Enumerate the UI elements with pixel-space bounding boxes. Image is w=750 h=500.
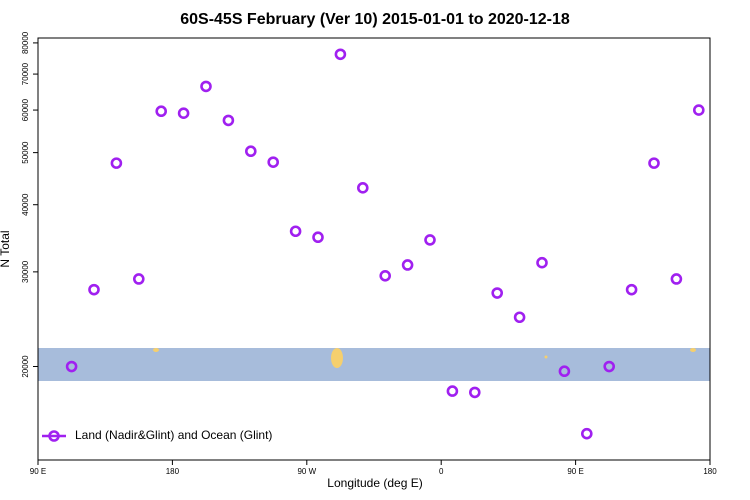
point (245, 145, 257, 158)
point (513, 311, 526, 324)
land (153, 348, 159, 352)
point (88, 283, 100, 296)
y-tick-label: 60000 (21, 98, 30, 121)
point (648, 157, 660, 169)
map-strip (38, 348, 710, 381)
point (379, 269, 392, 282)
x-tick-label: 180 (703, 467, 717, 476)
x-tick-label: 180 (166, 467, 180, 476)
x-axis-label: Longitude (deg E) (327, 476, 422, 490)
point (356, 182, 369, 194)
point (289, 225, 302, 238)
x-tick-label: 90 W (297, 467, 316, 476)
point (267, 156, 280, 168)
y-tick-label: 40000 (21, 193, 30, 216)
point (177, 107, 190, 119)
point (625, 283, 638, 296)
point (110, 157, 123, 169)
point (692, 104, 705, 116)
point (580, 427, 593, 440)
y-tick-label: 70000 (21, 62, 30, 85)
point (603, 360, 616, 373)
ocean-band (38, 348, 710, 381)
point (200, 80, 212, 93)
y-tick-label: 30000 (21, 260, 30, 283)
land (331, 348, 343, 368)
x-tick-label: 0 (439, 467, 444, 476)
y-tick-label: 80000 (21, 31, 30, 54)
point (491, 287, 504, 299)
point (424, 234, 436, 246)
land (690, 348, 696, 352)
point (468, 386, 481, 399)
x-tick-label: 90 E (30, 467, 46, 476)
point (65, 360, 78, 373)
point (133, 273, 145, 285)
plot-frame (37, 37, 711, 461)
point (670, 273, 683, 285)
point (401, 259, 414, 271)
legend-marker (48, 430, 60, 442)
point (312, 231, 324, 244)
land (544, 355, 548, 359)
point (446, 385, 459, 397)
y-axis-label: N Total (0, 230, 12, 267)
point (155, 105, 167, 118)
point (558, 365, 571, 378)
x-tick-label: 90 E (567, 467, 583, 476)
chart-title: 60S-45S February (Ver 10) 2015-01-01 to … (180, 11, 570, 28)
y-tick-label: 20000 (21, 355, 30, 378)
legend-label: Land (Nadir&Glint) and Ocean (Glint) (75, 428, 272, 442)
point (334, 48, 347, 61)
y-tick-label: 50000 (21, 141, 30, 164)
point (222, 114, 235, 127)
point (536, 256, 548, 269)
